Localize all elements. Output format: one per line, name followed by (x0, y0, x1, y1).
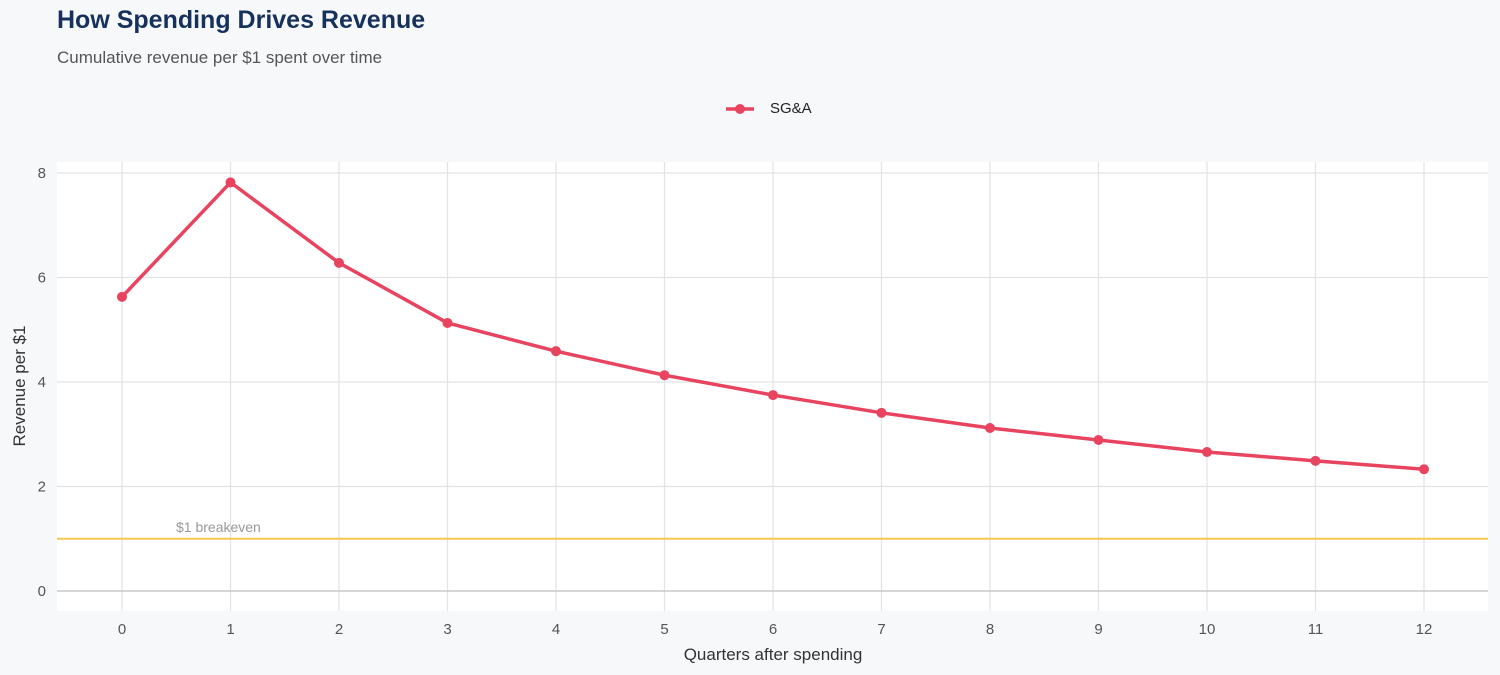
y-axis-label: Revenue per $1 (10, 326, 29, 447)
x-tick-label: 0 (118, 621, 126, 638)
x-tick-label: 9 (1094, 621, 1102, 638)
x-tick-label: 3 (443, 621, 451, 638)
data-point (876, 407, 887, 418)
y-tick-label: 2 (38, 479, 46, 496)
x-tick-label: 11 (1308, 621, 1324, 638)
data-point (442, 317, 453, 328)
x-tick-label: 1 (226, 621, 234, 638)
chart-title: How Spending Drives Revenue (57, 6, 426, 34)
y-tick-label: 8 (38, 165, 46, 182)
legend-swatch-icon (726, 103, 754, 114)
y-tick-label: 6 (38, 270, 46, 287)
data-point (117, 291, 127, 302)
data-point (659, 370, 670, 381)
y-tick-label: 0 (38, 583, 46, 600)
data-point (1419, 464, 1429, 475)
legend-label: SG&A (770, 100, 812, 117)
x-tick-label: 8 (986, 621, 994, 638)
x-axis-label: Quarters after spending (684, 645, 863, 664)
x-tick-label: 7 (877, 621, 885, 638)
x-tick-label: 12 (1416, 621, 1433, 638)
x-tick-label: 4 (552, 621, 560, 638)
data-point (768, 390, 778, 401)
x-tick-label: 2 (335, 621, 343, 638)
data-point (225, 177, 236, 188)
x-tick-label: 5 (660, 621, 668, 638)
x-tick-label: 10 (1199, 621, 1216, 638)
data-point (334, 257, 344, 268)
plot-panel (57, 162, 1488, 611)
data-point (1093, 434, 1104, 445)
y-tick-label: 4 (38, 374, 46, 391)
breakeven-label: $1 breakeven (176, 519, 261, 535)
data-point (1310, 455, 1321, 466)
series-line-sga (120, 180, 1425, 472)
data-point (551, 346, 561, 357)
data-point (1202, 447, 1212, 458)
legend: SG&A (726, 100, 812, 117)
x-tick-label: 6 (769, 621, 777, 638)
data-point (985, 422, 995, 433)
chart-subtitle: Cumulative revenue per $1 spent over tim… (57, 48, 383, 67)
